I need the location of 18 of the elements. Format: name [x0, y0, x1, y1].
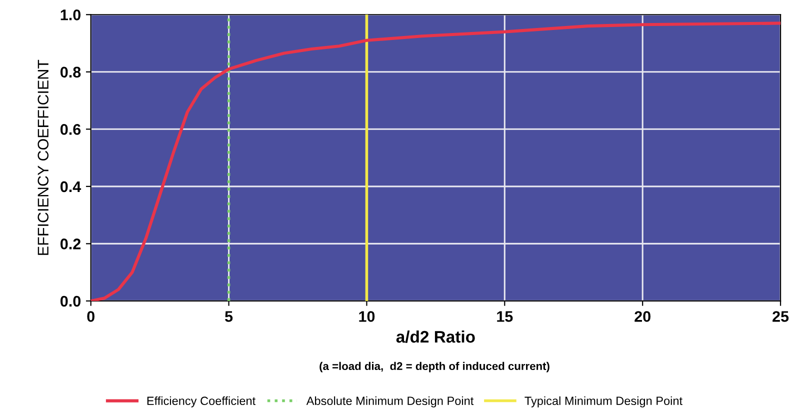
y-tick-label: 0.4	[60, 181, 82, 192]
y-tick-label: 0.8	[60, 66, 81, 78]
y-tick-label: 0.2	[60, 238, 81, 250]
x-tick-label: 25	[772, 311, 789, 322]
y-tick-label: 0.0	[60, 296, 81, 307]
legend-label: Absolute Minimum Design Point	[306, 396, 474, 408]
y-axis-title: EFFICIENCY COEFFICIENT	[38, 60, 49, 255]
x-tick-label: 0	[87, 311, 94, 322]
x-tick-label: 10	[359, 311, 375, 322]
y-tick-label: 1.0	[60, 10, 81, 20]
legend-label: Efficiency Coefficient	[147, 396, 256, 408]
text: (a =load dia, d2 = depth of induced current)	[320, 362, 550, 372]
x-tick-label: 15	[497, 311, 513, 322]
x-tick-label: 20	[634, 311, 650, 322]
x-axis-title: a/d2 Ratio	[396, 330, 475, 343]
y-tick-label: 0.6	[60, 124, 81, 135]
legend-label: Typical Minimum Design Point	[524, 396, 682, 408]
x-tick-label: 5	[225, 311, 233, 322]
